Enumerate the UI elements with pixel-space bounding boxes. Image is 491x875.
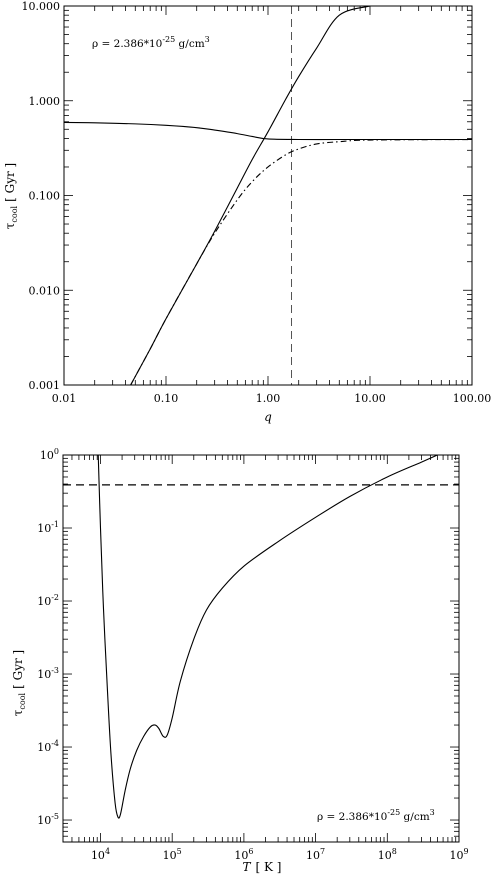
top-x-tick-label: 1.00 (256, 392, 281, 405)
bottom-series-layer (63, 455, 459, 819)
top-y-tick-label: 1.000 (29, 95, 61, 108)
top-x-axis-label: q (264, 410, 272, 424)
bottom-x-tick-label: 109 (449, 847, 468, 862)
bottom-y-tick-label: 10-3 (37, 666, 59, 681)
top-x-tick-label: 0.10 (154, 392, 179, 405)
bottom-x-tick-label: 108 (378, 847, 397, 862)
cooling-time-vs-temperature-chart: 104 105 106 107 108 109 10-5 10-4 10-3 10-2 10-1 10… (11, 447, 469, 874)
top-y-tick-label: 0.100 (29, 190, 61, 203)
bottom-x-axis-label: T[ K ] (243, 860, 282, 874)
bottom-y-tick-label: 10-1 (37, 520, 59, 535)
top-y-axis-label: τcool[ Gyr ] (3, 163, 19, 229)
cooling-time-vs-q-chart: 0.01 0.10 1.00 10.00 100.00 0.001 0.010 0.100 1.… (3, 0, 491, 424)
bottom-y-tick-label: 100 (40, 447, 59, 462)
top-plot-frame (63, 5, 473, 386)
top-y-tick-label: 0.010 (29, 284, 61, 297)
bottom-density-annotation: ρ = 2.386*10-25 g/cm3 (317, 808, 435, 823)
top-series-layer (64, 6, 472, 385)
top-x-tick-label: 0.01 (52, 392, 77, 405)
bottom-plot-frame (62, 454, 460, 843)
bottom-y-tick-label: 10-2 (37, 593, 59, 608)
top-x-tick-label: 10.00 (354, 392, 386, 405)
top-axis-ticks: 0.01 0.10 1.00 10.00 100.00 0.001 0.010 0.100 1.… (22, 0, 491, 405)
top-density-annotation: ρ = 2.386*10-25 g/cm3 (92, 35, 210, 50)
bottom-x-tick-label: 104 (91, 847, 110, 862)
bottom-y-tick-label: 10-5 (37, 812, 59, 827)
bottom-axis-ticks: 104 105 106 107 108 109 10-5 10-4 10-3 10-2 10-1 10… (37, 447, 468, 862)
bottom-y-tick-label: 10-4 (37, 739, 59, 754)
top-y-tick-label: 0.001 (29, 379, 61, 392)
svg-text:τcool[ Gyr ]: τcool[ Gyr ] (11, 650, 27, 716)
bottom-x-tick-label: 106 (234, 847, 253, 862)
bottom-y-axis-label: τcool[ Gyr ] (11, 650, 27, 716)
top-x-tick-label: 100.00 (453, 392, 491, 405)
svg-text:τcool[ Gyr ]: τcool[ Gyr ] (3, 163, 19, 229)
bottom-series-line-1 (97, 455, 438, 819)
bottom-x-tick-label: 107 (306, 847, 325, 862)
top-y-tick-label: 10.000 (22, 0, 61, 13)
bottom-x-tick-label: 105 (163, 847, 182, 862)
top-series-line-2 (130, 6, 371, 385)
top-series-line-3 (130, 138, 472, 385)
top-series-line-1 (64, 121, 472, 141)
